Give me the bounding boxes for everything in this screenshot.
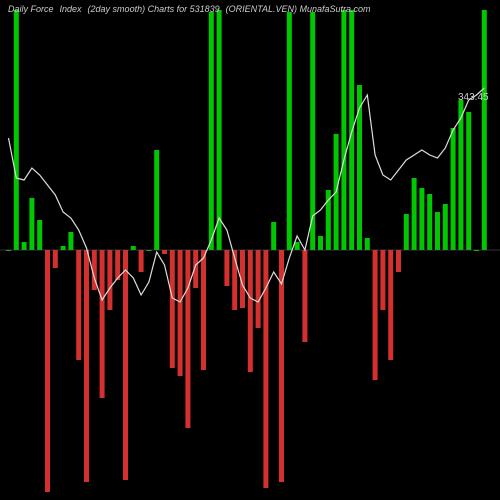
- positive-bar: [419, 188, 424, 250]
- chart-title-b: Index: [60, 4, 82, 14]
- negative-bar: [224, 250, 229, 286]
- force-index-chart: Daily Force Index (2day smooth) Charts f…: [0, 0, 500, 500]
- positive-bar: [37, 220, 42, 250]
- negative-bar: [178, 250, 183, 376]
- chart-header: Daily Force Index (2day smooth) Charts f…: [8, 4, 492, 14]
- positive-bar: [22, 242, 27, 250]
- positive-bar: [341, 10, 346, 250]
- negative-bar: [170, 250, 175, 368]
- negative-bar: [107, 250, 112, 310]
- chart-subtitle: (2day smooth) Charts for 531839: [88, 4, 220, 14]
- chart-svg: [0, 0, 500, 500]
- chart-title-a: Daily Force: [8, 4, 54, 14]
- chart-symbol: (ORIENTAL.VEN) MunafaSutra.com: [226, 4, 371, 14]
- positive-bar: [435, 212, 440, 250]
- current-value-label: 343.45: [458, 92, 489, 103]
- negative-bar: [302, 250, 307, 342]
- negative-bar: [84, 250, 89, 482]
- negative-bar: [185, 250, 190, 428]
- positive-bar: [14, 10, 19, 250]
- negative-bar: [76, 250, 81, 360]
- negative-bar: [162, 250, 167, 254]
- positive-bar: [131, 246, 136, 250]
- negative-bar: [201, 250, 206, 370]
- positive-bar: [68, 232, 73, 250]
- negative-bar: [380, 250, 385, 310]
- negative-bar: [373, 250, 378, 380]
- negative-bar: [123, 250, 128, 480]
- positive-bar: [209, 12, 214, 250]
- positive-bar: [412, 178, 417, 250]
- positive-bar: [217, 10, 222, 250]
- positive-bar: [404, 214, 409, 250]
- negative-bar: [139, 250, 144, 272]
- negative-bar: [248, 250, 253, 372]
- positive-bar: [365, 238, 370, 250]
- positive-bar: [154, 150, 159, 250]
- positive-bar: [271, 222, 276, 250]
- negative-bar: [45, 250, 50, 492]
- positive-bar: [482, 10, 487, 250]
- positive-bar: [451, 128, 456, 250]
- positive-bar: [287, 12, 292, 250]
- negative-bar: [53, 250, 58, 268]
- negative-bar: [396, 250, 401, 272]
- positive-bar: [466, 112, 471, 250]
- positive-bar: [318, 236, 323, 250]
- positive-bar: [29, 198, 34, 250]
- positive-bar: [458, 100, 463, 250]
- positive-bar: [427, 194, 432, 250]
- positive-bar: [349, 10, 354, 250]
- negative-bar: [256, 250, 261, 328]
- negative-bar: [100, 250, 105, 398]
- positive-bar: [61, 246, 66, 250]
- positive-bar: [295, 242, 300, 250]
- negative-bar: [388, 250, 393, 360]
- positive-bar: [443, 204, 448, 250]
